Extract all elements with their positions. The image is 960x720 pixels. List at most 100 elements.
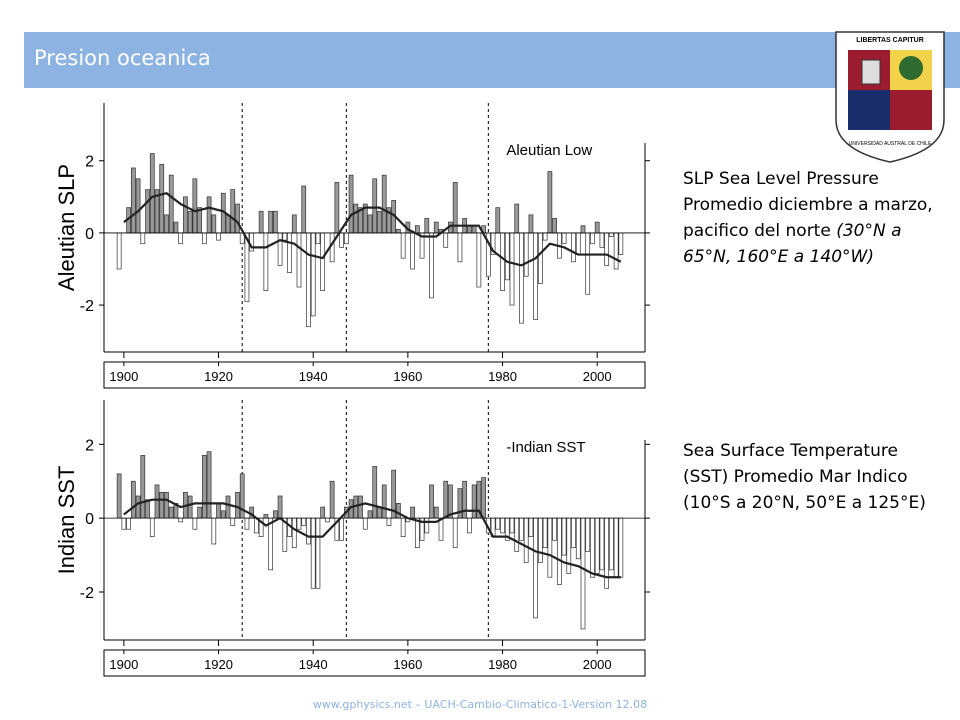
bar	[571, 517, 576, 549]
bar	[457, 232, 463, 263]
x-tick-label: 1920	[204, 369, 233, 384]
bar	[339, 232, 344, 248]
bar	[561, 517, 567, 556]
bar	[556, 517, 562, 585]
bar	[538, 232, 543, 284]
bar	[400, 232, 406, 259]
bar	[604, 232, 610, 266]
bar	[381, 484, 387, 519]
bar	[358, 495, 363, 519]
bar	[443, 480, 449, 519]
bar	[183, 196, 188, 234]
bar	[353, 203, 359, 234]
bar	[201, 455, 207, 519]
bar	[523, 517, 529, 563]
bar	[367, 214, 373, 234]
bar	[258, 210, 264, 234]
sst-note: Sea Surface Temperature (SST) Promedio M…	[683, 438, 945, 516]
bar	[135, 178, 141, 234]
bar	[400, 517, 406, 537]
bar	[192, 178, 198, 234]
bar	[433, 221, 439, 234]
bar	[320, 232, 326, 292]
bar	[296, 232, 302, 288]
bar	[590, 517, 595, 578]
bar	[282, 232, 288, 241]
bar	[471, 484, 477, 519]
note-italic: (30°N a 65°N, 160°E a 140°W)	[683, 221, 902, 267]
bar	[192, 517, 198, 530]
bar	[178, 517, 184, 523]
bar	[580, 225, 586, 234]
bar	[377, 210, 382, 234]
smooth-line	[123, 498, 621, 579]
x-tick-label: 2000	[583, 369, 612, 384]
bar	[225, 214, 231, 234]
x-tick-label: 1960	[393, 657, 422, 672]
bar	[538, 517, 543, 563]
bar	[613, 232, 619, 270]
bar	[452, 517, 458, 549]
bar	[145, 499, 150, 519]
bar	[547, 171, 553, 234]
bar	[372, 178, 378, 234]
x-label-strip	[103, 649, 646, 677]
bar	[178, 232, 184, 245]
bar	[277, 495, 283, 519]
bar	[396, 503, 401, 519]
x-tick-label: 1980	[488, 369, 517, 384]
bar	[519, 232, 524, 324]
bar	[542, 232, 548, 241]
bar	[377, 506, 382, 519]
bar	[206, 451, 212, 519]
bar	[173, 221, 179, 234]
bar	[268, 517, 273, 571]
bar	[618, 517, 624, 578]
bar	[433, 506, 439, 519]
logo-tree	[899, 56, 923, 80]
bar	[343, 232, 349, 245]
bar	[514, 203, 520, 234]
bar	[159, 163, 165, 234]
bar	[287, 232, 292, 273]
x-tick-label: 1900	[109, 657, 138, 672]
bar	[594, 517, 600, 574]
bar	[159, 491, 165, 519]
bar	[429, 484, 434, 519]
bar	[149, 517, 155, 537]
bar	[130, 167, 136, 234]
bar	[168, 174, 174, 234]
bar	[310, 232, 316, 317]
bar	[523, 232, 529, 277]
bar	[164, 491, 169, 519]
bar	[168, 506, 174, 519]
bar	[495, 207, 501, 234]
bar	[306, 232, 311, 328]
bar	[268, 210, 273, 234]
y-axis-label: Indian SST	[54, 466, 79, 575]
bar	[495, 517, 501, 530]
x-tick-label: 1960	[393, 369, 422, 384]
bar	[410, 232, 415, 270]
bar	[140, 232, 146, 245]
bar	[130, 480, 136, 519]
bar	[552, 517, 557, 541]
bar	[609, 517, 614, 571]
bar	[381, 174, 387, 234]
x-tick-label: 1980	[488, 657, 517, 672]
logo-motto: LIBERTAS CAPITUR	[856, 37, 924, 44]
bar	[609, 232, 614, 237]
bar	[528, 214, 534, 234]
bar	[291, 517, 297, 549]
bar	[244, 517, 250, 530]
bar	[585, 232, 591, 295]
bar	[367, 510, 373, 519]
bar	[145, 189, 150, 234]
bar	[528, 517, 534, 537]
x-label-strip	[103, 361, 646, 389]
bar	[206, 196, 212, 234]
y-tick-label: -2	[80, 298, 94, 315]
bar	[575, 517, 581, 560]
bar	[481, 477, 486, 519]
